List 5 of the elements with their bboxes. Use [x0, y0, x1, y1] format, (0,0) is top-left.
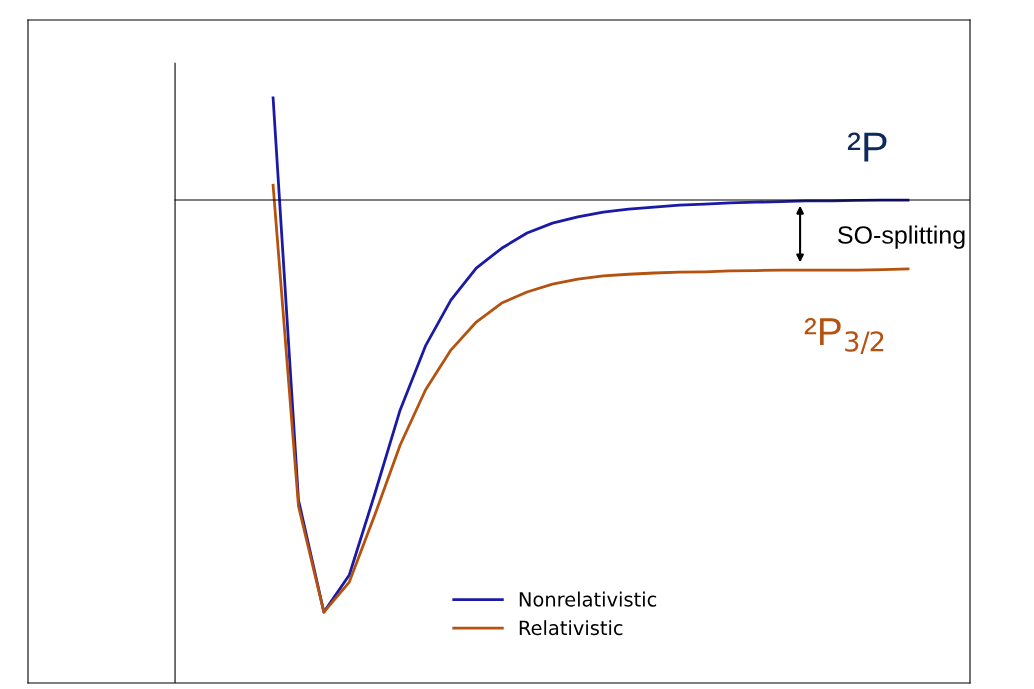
legend-label: Nonrelativistic	[519, 591, 657, 607]
annotation: ²P	[847, 132, 887, 162]
annotation: SO-splitting	[838, 225, 965, 249]
annotation: ²P$_{3/2}$	[804, 318, 884, 354]
legend-label: Relativistic	[519, 620, 623, 636]
